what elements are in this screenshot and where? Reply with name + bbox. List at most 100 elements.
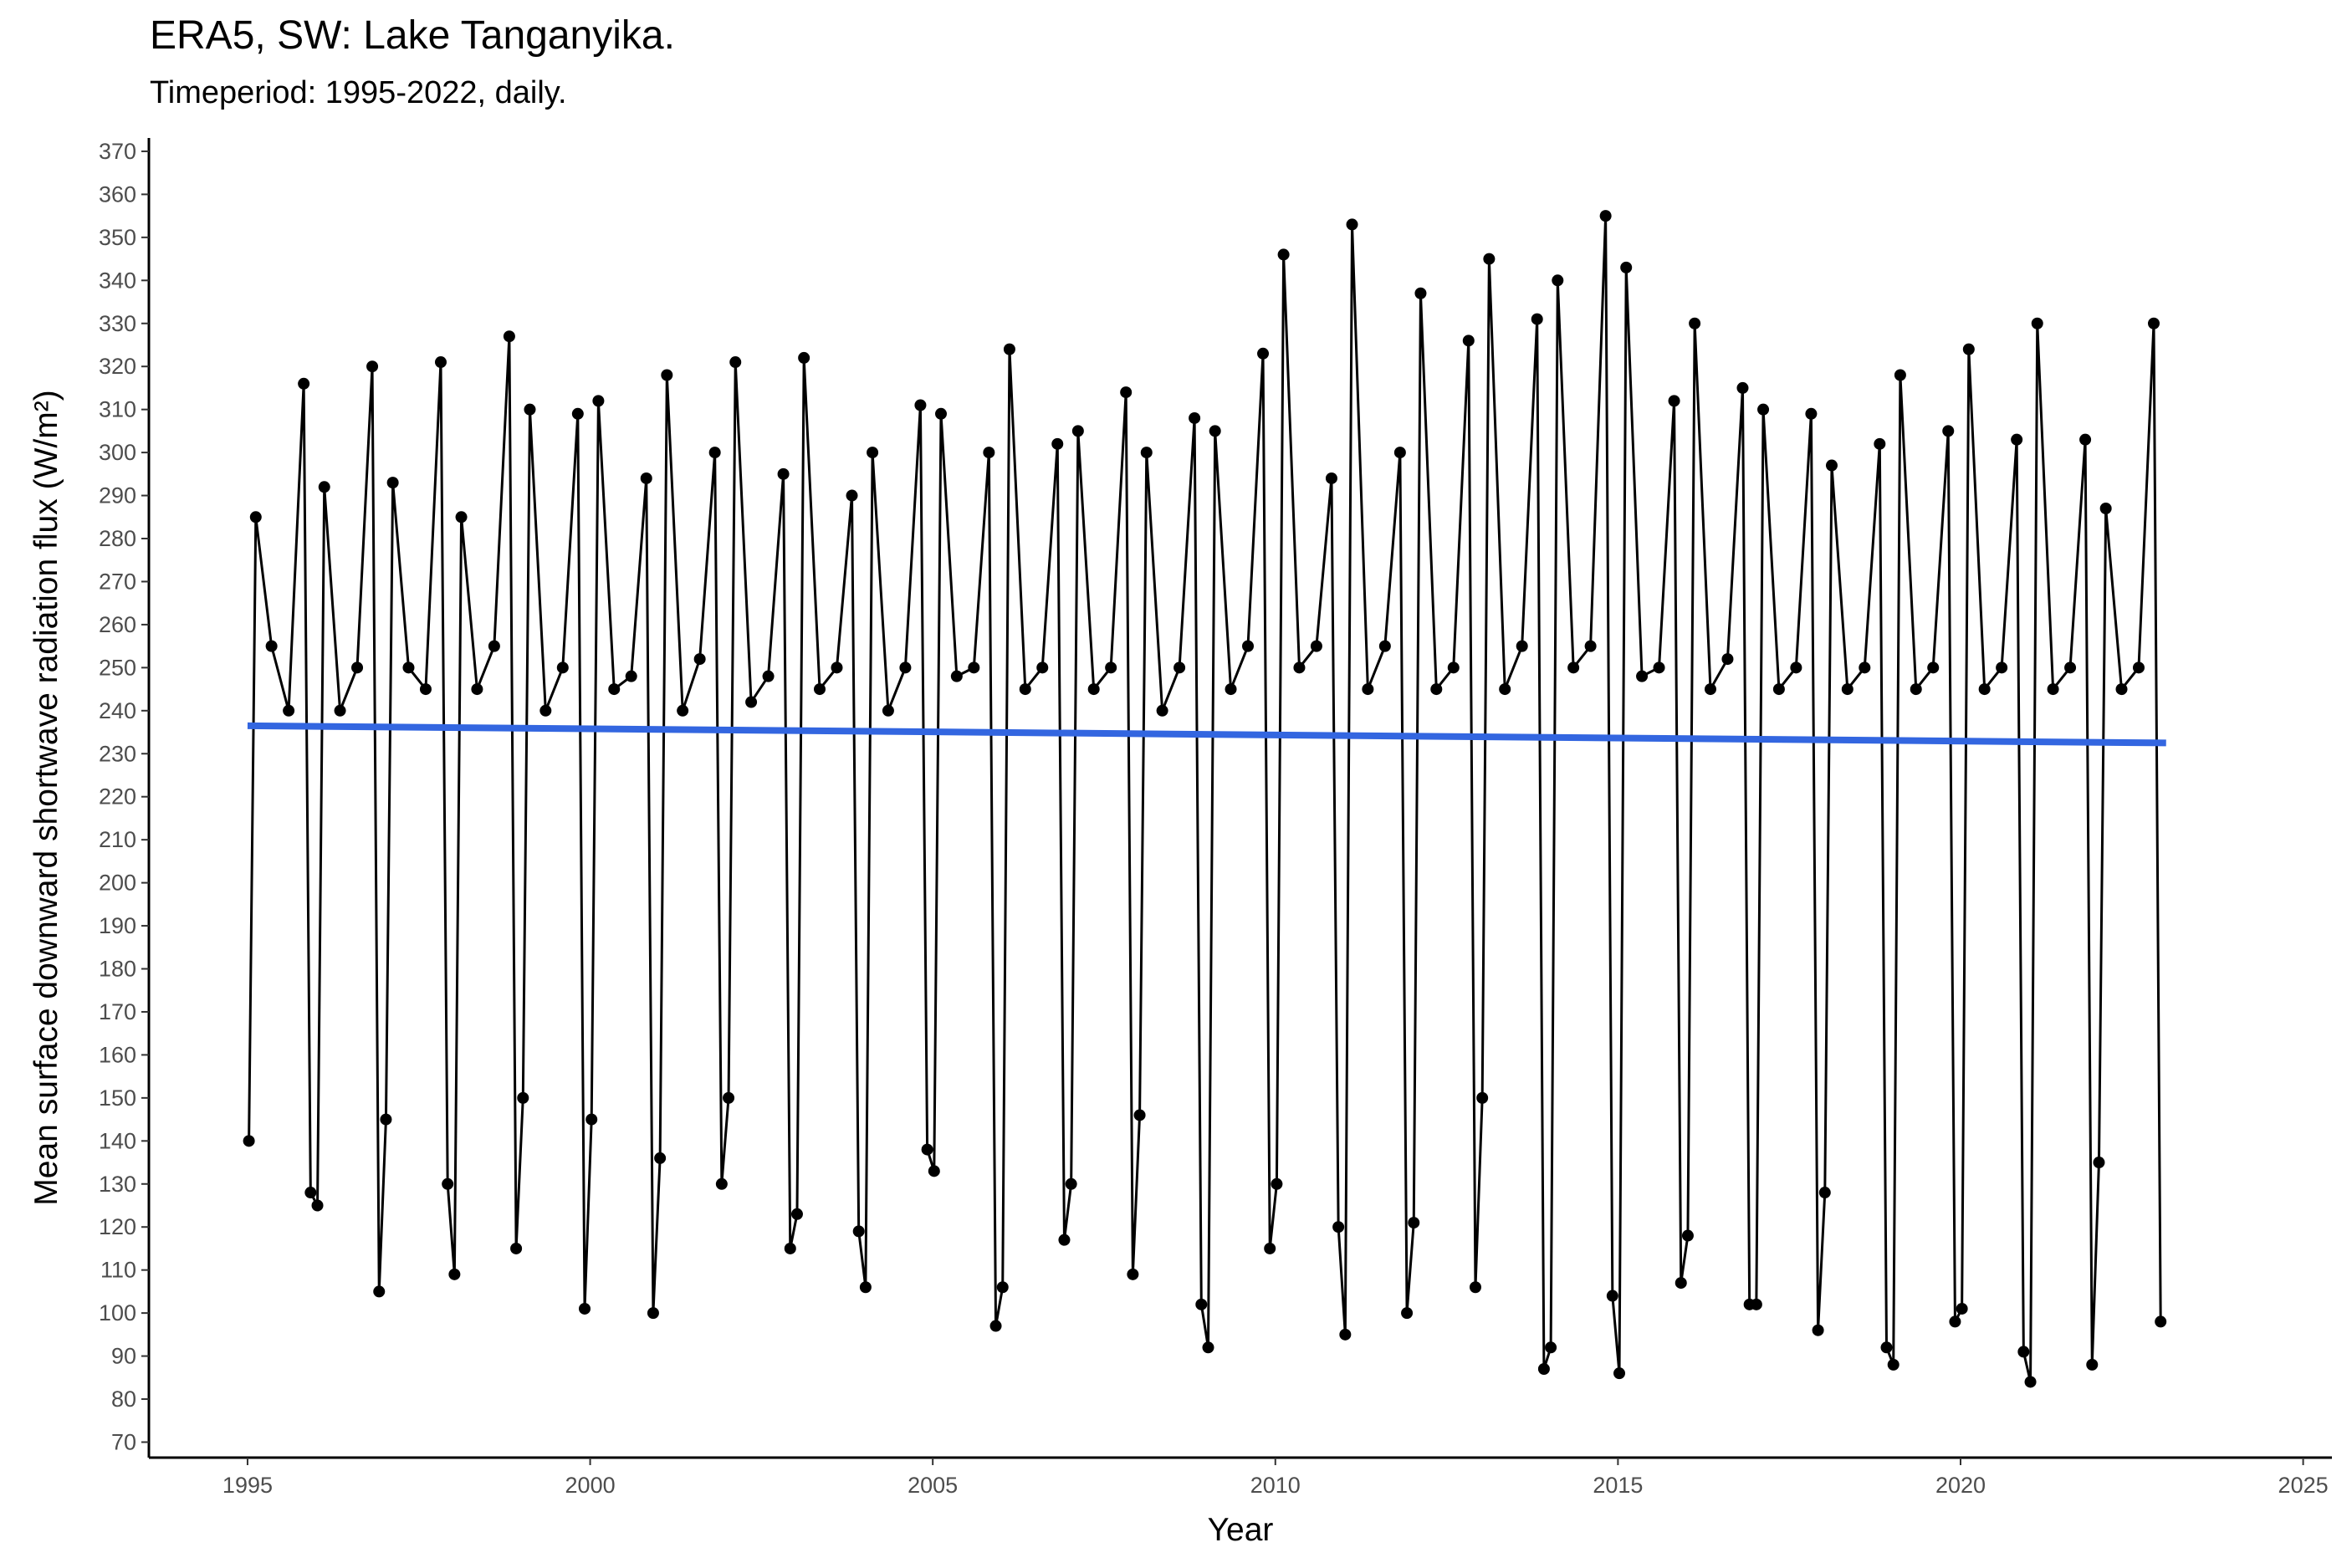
y-tick-label: 290 — [99, 483, 136, 508]
data-point — [1019, 683, 1031, 696]
data-point — [434, 356, 447, 369]
data-point — [510, 1242, 523, 1254]
data-point — [1949, 1315, 1961, 1328]
y-tick-label: 270 — [99, 569, 136, 594]
x-tick-label: 1995 — [222, 1473, 273, 1498]
data-point — [1689, 317, 1701, 329]
data-point — [283, 704, 295, 717]
data-point — [1051, 437, 1064, 450]
data-point — [442, 1177, 454, 1190]
data-point — [1675, 1277, 1687, 1290]
data-point — [1362, 683, 1374, 696]
data-point — [723, 1091, 735, 1104]
data-point — [1378, 640, 1391, 652]
y-tick-label: 90 — [111, 1344, 136, 1369]
data-point — [585, 1113, 598, 1126]
data-point — [745, 696, 758, 708]
y-tick-label: 330 — [99, 311, 136, 336]
y-tick-label: 140 — [99, 1128, 136, 1153]
data-point — [304, 1187, 317, 1199]
data-point — [1127, 1268, 1139, 1280]
y-tick-label: 210 — [99, 827, 136, 852]
data-point — [2093, 1157, 2105, 1169]
data-point — [831, 661, 843, 674]
data-point — [2148, 317, 2160, 329]
data-point — [1996, 661, 2008, 674]
data-point — [1962, 343, 1975, 355]
data-point — [2132, 661, 2145, 674]
x-axis-title: Year — [1208, 1512, 1274, 1548]
data-point — [777, 467, 790, 480]
data-point — [1978, 683, 1991, 696]
data-point — [625, 670, 637, 682]
chart-title: ERA5, SW: Lake Tanganyika. — [150, 13, 675, 58]
data-point — [859, 1281, 872, 1294]
data-point — [1408, 1217, 1420, 1229]
data-point — [798, 351, 810, 364]
data-point — [1825, 459, 1838, 472]
y-tick-label: 220 — [99, 784, 136, 810]
data-point — [846, 489, 858, 502]
data-point — [1310, 640, 1322, 652]
data-point — [1772, 683, 1785, 696]
data-point — [1346, 218, 1358, 231]
data-point — [1036, 661, 1049, 674]
data-point — [1818, 1187, 1831, 1199]
data-point — [762, 670, 775, 682]
data-point — [1242, 640, 1255, 652]
data-point — [1447, 661, 1460, 674]
data-point — [899, 661, 912, 674]
x-tick-label: 2020 — [1935, 1473, 1986, 1498]
y-tick-label: 110 — [100, 1258, 136, 1283]
data-point — [1414, 287, 1427, 299]
data-point — [249, 511, 262, 524]
data-point — [243, 1135, 255, 1147]
y-tick-label: 80 — [111, 1387, 136, 1412]
data-point — [318, 481, 330, 493]
data-point — [661, 369, 673, 381]
data-point — [539, 704, 552, 717]
data-point — [419, 683, 432, 696]
data-point — [1584, 640, 1597, 652]
data-point — [1499, 683, 1511, 696]
data-point — [935, 407, 948, 420]
y-tick-label: 280 — [99, 526, 136, 551]
data-point — [298, 377, 310, 390]
y-tick-label: 130 — [99, 1172, 136, 1197]
data-point — [265, 640, 278, 652]
data-point — [488, 640, 500, 652]
data-point — [1257, 347, 1270, 360]
data-point — [996, 1281, 1009, 1294]
data-point — [1430, 683, 1443, 696]
data-point — [579, 1302, 591, 1315]
data-point — [2024, 1376, 2037, 1388]
y-tick-label: 190 — [99, 913, 136, 938]
data-point — [1332, 1221, 1345, 1233]
data-point — [2031, 317, 2043, 329]
y-tick-label: 170 — [99, 999, 136, 1024]
data-point — [1636, 670, 1649, 682]
data-point — [1894, 369, 1906, 381]
data-point — [1120, 386, 1133, 399]
data-point — [1516, 640, 1528, 652]
y-tick-label: 310 — [99, 397, 136, 422]
data-point — [1339, 1328, 1352, 1341]
data-point — [1225, 683, 1237, 696]
x-tick-label: 2015 — [1593, 1473, 1643, 1498]
data-point — [1264, 1242, 1276, 1254]
data-point — [1065, 1177, 1077, 1190]
data-point — [647, 1307, 659, 1320]
data-point — [1721, 653, 1734, 666]
y-axis-title: Mean surface downward shortwave radiatio… — [28, 390, 64, 1205]
data-point — [1668, 395, 1680, 407]
data-point — [950, 670, 963, 682]
data-point — [311, 1199, 324, 1212]
data-point — [1620, 261, 1633, 273]
data-point — [1927, 661, 1940, 674]
y-tick-label: 230 — [99, 741, 136, 766]
data-point — [640, 472, 652, 484]
data-point — [1757, 403, 1770, 416]
data-point — [852, 1225, 865, 1238]
trend-line — [247, 722, 2166, 747]
